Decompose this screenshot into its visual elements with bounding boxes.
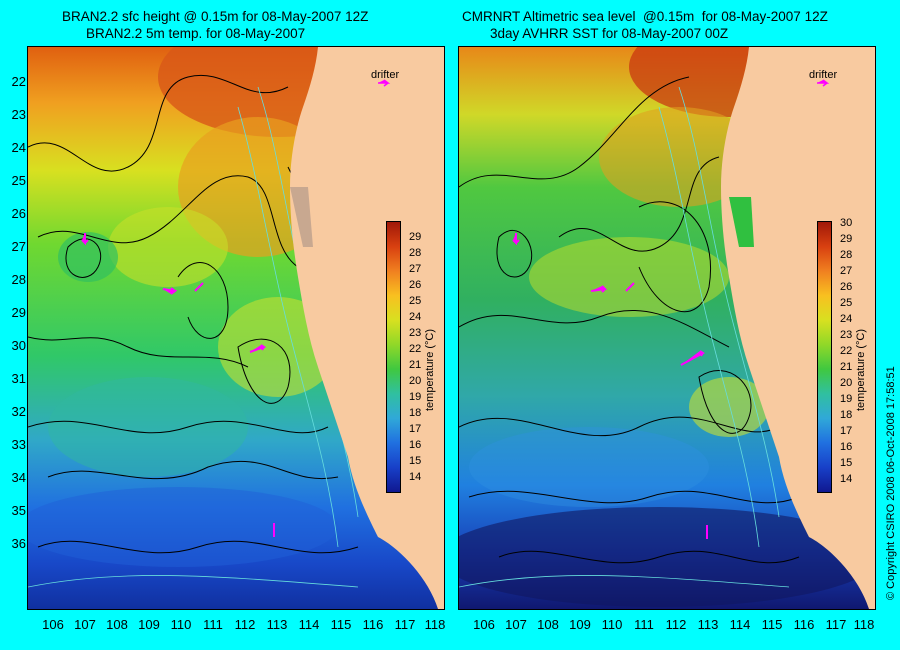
colorbar-label: 25 <box>840 297 853 309</box>
colorbar-label: 16 <box>409 439 422 451</box>
colorbar-label: 14 <box>840 473 853 485</box>
colorbar-label: 28 <box>409 247 422 259</box>
lon-tick: 109 <box>138 617 160 632</box>
lon-tick: 112 <box>665 617 687 632</box>
right-title-line1: CMRNRT Altimetric sea level @0.15m for 0… <box>462 9 828 24</box>
left-colorbar-title: temperature (°C) <box>424 328 436 411</box>
right-title-line2: 3day AVHRR SST for 08-May-2007 00Z <box>490 26 729 41</box>
colorbar-label: 23 <box>840 329 853 341</box>
lon-tick: 106 <box>473 617 495 632</box>
lon-tick: 117 <box>394 617 416 632</box>
lon-tick: 112 <box>234 617 256 632</box>
colorbar-label: 27 <box>409 263 422 275</box>
left-title-line2: BRAN2.2 5m temp. for 08-May-2007 <box>86 26 306 41</box>
colorbar-label: 24 <box>409 311 422 323</box>
colorbar-label: 18 <box>840 409 853 421</box>
lon-tick: 116 <box>793 617 815 632</box>
lat-tick: 24 <box>11 140 26 155</box>
lat-tick: 25 <box>11 173 26 188</box>
lon-tick: 110 <box>170 617 192 632</box>
lat-tick: 26 <box>11 206 26 221</box>
lat-tick: 33 <box>11 437 26 452</box>
colorbar-label: 29 <box>409 231 422 243</box>
lon-tick: 110 <box>601 617 623 632</box>
colorbar-label: 16 <box>840 441 853 453</box>
colorbar-label: 15 <box>409 455 422 467</box>
lon-tick: 115 <box>761 617 783 632</box>
colorbar-label: 21 <box>409 359 422 371</box>
lat-tick: 29 <box>11 305 26 320</box>
lon-tick: 111 <box>203 617 223 632</box>
right-map-panel: drifter 30 29 28 27 26 25 24 23 22 21 20… <box>458 46 876 610</box>
colorbar-label: 28 <box>840 249 853 261</box>
lon-tick: 111 <box>634 617 654 632</box>
colorbar-label: 25 <box>409 295 422 307</box>
lon-tick: 116 <box>362 617 384 632</box>
right-colorbar-gradient <box>817 221 832 493</box>
right-drifter-label: drifter <box>809 69 838 81</box>
left-drifter-label: drifter <box>371 69 400 81</box>
right-colorbar: 30 29 28 27 26 25 24 23 22 21 20 19 18 1… <box>817 217 875 497</box>
colorbar-label: 14 <box>409 471 422 483</box>
lon-tick: 106 <box>42 617 64 632</box>
lat-tick: 34 <box>11 470 26 485</box>
colorbar-label: 20 <box>840 377 853 389</box>
lon-tick: 113 <box>266 617 288 632</box>
colorbar-label: 19 <box>840 393 853 405</box>
colorbar-label: 22 <box>409 343 422 355</box>
colorbar-label: 17 <box>840 425 853 437</box>
lat-tick: 36 <box>11 536 26 551</box>
lon-tick: 115 <box>330 617 352 632</box>
colorbar-label: 23 <box>409 327 422 339</box>
lon-tick: 114 <box>298 617 320 632</box>
lon-tick: 108 <box>106 617 128 632</box>
lat-tick: 28 <box>11 272 26 287</box>
colorbar-label: 24 <box>840 313 853 325</box>
lat-tick: 22 <box>11 74 26 89</box>
left-colorbar: 29 28 27 26 25 24 23 22 21 20 19 18 17 1… <box>386 221 444 497</box>
lon-tick: 118 <box>424 617 446 632</box>
lon-tick: 113 <box>697 617 719 632</box>
colorbar-label: 22 <box>840 345 853 357</box>
left-map-panel: drifter 29 28 27 26 25 24 23 22 21 20 19… <box>27 46 445 610</box>
colorbar-label: 29 <box>840 233 853 245</box>
lon-tick: 109 <box>569 617 591 632</box>
colorbar-label: 21 <box>840 361 853 373</box>
lon-tick: 107 <box>505 617 527 632</box>
lon-tick: 108 <box>537 617 559 632</box>
colorbar-label: 30 <box>840 217 853 229</box>
colorbar-label: 20 <box>409 375 422 387</box>
right-sst-map <box>459 47 875 609</box>
left-colorbar-gradient <box>386 221 401 493</box>
lon-tick: 107 <box>74 617 96 632</box>
colorbar-label: 18 <box>409 407 422 419</box>
lat-tick: 23 <box>11 107 26 122</box>
lat-tick: 35 <box>11 503 26 518</box>
colorbar-label: 27 <box>840 265 853 277</box>
colorbar-label: 26 <box>409 279 422 291</box>
lat-tick: 30 <box>11 338 26 353</box>
lon-tick: 117 <box>825 617 847 632</box>
colorbar-label: 15 <box>840 457 853 469</box>
lon-tick: 118 <box>853 617 875 632</box>
lon-tick: 114 <box>729 617 751 632</box>
left-sst-map <box>28 47 444 609</box>
lat-tick: 31 <box>11 371 26 386</box>
left-title-line1: BRAN2.2 sfc height @ 0.15m for 08-May-20… <box>62 9 369 24</box>
colorbar-label: 17 <box>409 423 422 435</box>
copyright-notice: © Copyright CSIRO 2008 06-Oct-2008 17:58… <box>885 366 897 600</box>
lat-tick: 32 <box>11 404 26 419</box>
right-colorbar-title: temperature (°C) <box>855 328 867 411</box>
colorbar-label: 19 <box>409 391 422 403</box>
colorbar-label: 26 <box>840 281 853 293</box>
lat-tick: 27 <box>11 239 26 254</box>
